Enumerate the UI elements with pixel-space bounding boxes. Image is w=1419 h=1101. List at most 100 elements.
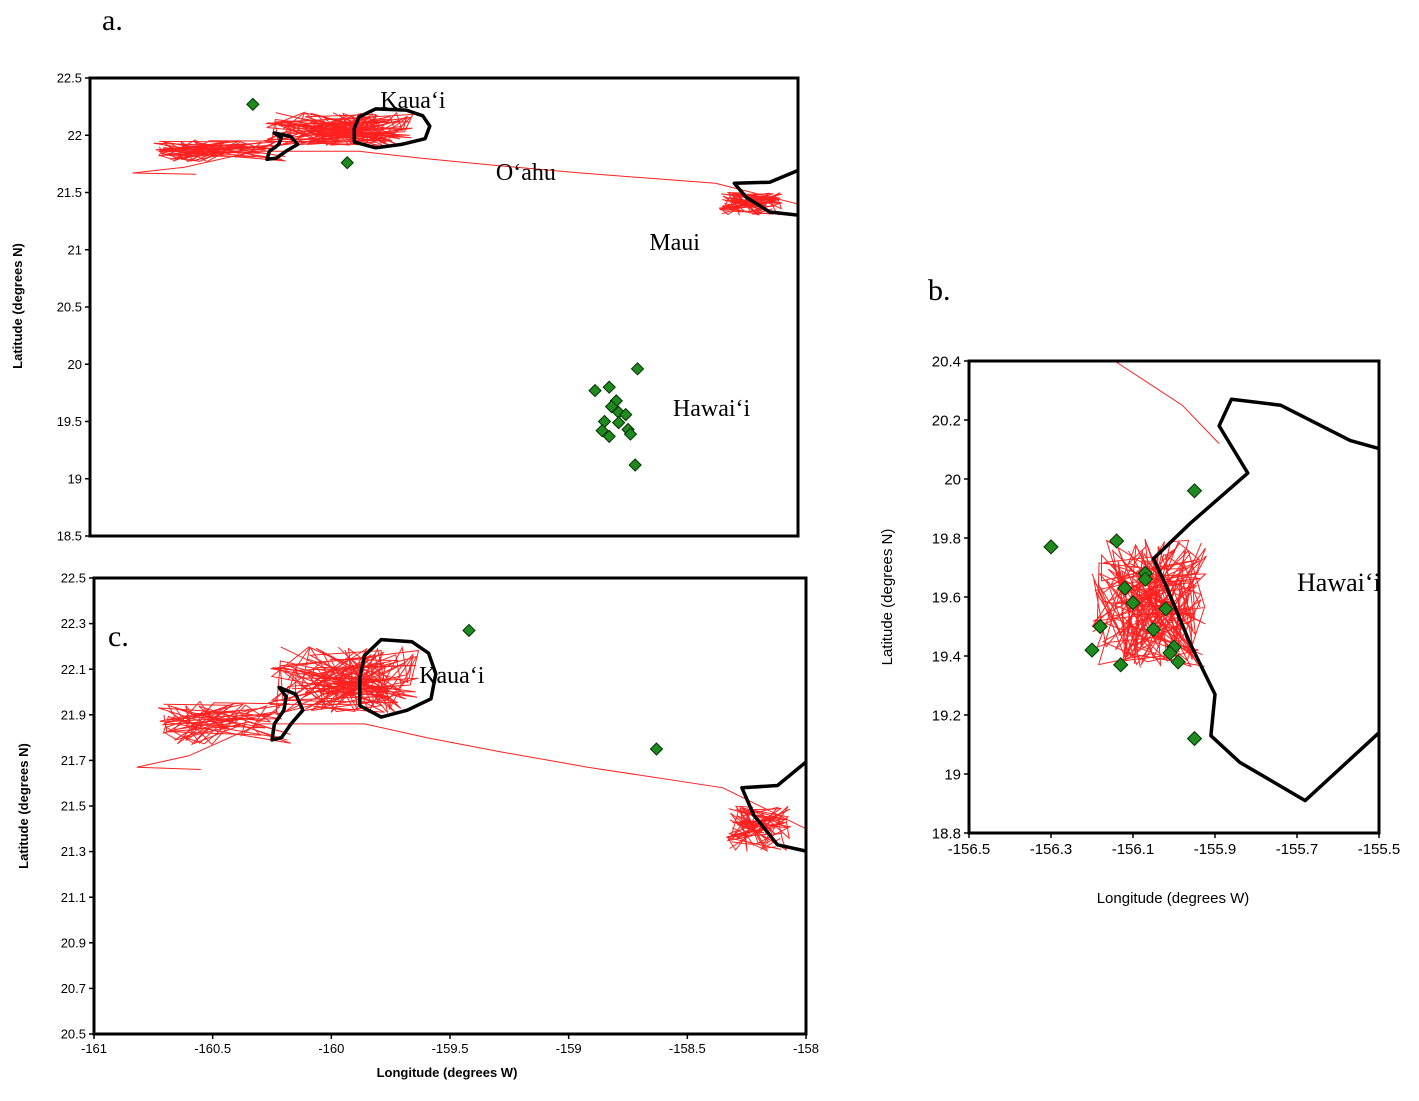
x-tick-label: -158 bbox=[793, 1041, 819, 1056]
y-tick-label: 19.5 bbox=[57, 414, 82, 429]
sighting-marker bbox=[1137, 571, 1154, 588]
panel-b-island-labels: Hawai‘i bbox=[1297, 568, 1381, 597]
panel-a-markers bbox=[246, 97, 645, 472]
x-tick-label: -156.1 bbox=[1112, 841, 1155, 858]
panel-c: c. Latitude (degrees N) Longitude (degre… bbox=[16, 571, 819, 1080]
sighting-marker bbox=[630, 362, 645, 376]
y-tick-label: 22.5 bbox=[61, 571, 86, 586]
y-tick-label: 21.5 bbox=[57, 185, 82, 200]
x-tick-label: -160.5 bbox=[194, 1041, 231, 1056]
island-label: Hawai‘i bbox=[673, 396, 751, 422]
sighting-marker bbox=[628, 458, 642, 472]
panel-c-coastlines bbox=[270, 637, 806, 853]
y-tick-label: 21.7 bbox=[61, 753, 86, 768]
y-tick-label: 20.5 bbox=[57, 300, 82, 315]
y-tick-label: 19 bbox=[944, 766, 961, 783]
coastline-molokai bbox=[961, 225, 1103, 242]
sighting-marker bbox=[602, 380, 616, 394]
sighting-marker bbox=[623, 427, 638, 441]
coastline-kauai bbox=[352, 107, 432, 150]
y-tick-label: 20.9 bbox=[61, 935, 86, 950]
panel-b-frame bbox=[967, 359, 1381, 835]
y-tick-label: 19.6 bbox=[932, 589, 961, 606]
y-tick-label: 22.3 bbox=[61, 616, 86, 631]
sighting-marker bbox=[1186, 483, 1203, 499]
sighting-marker bbox=[1170, 654, 1186, 670]
panel-a-plot-area bbox=[132, 97, 1275, 472]
panel-b-y-axis-label: Latitude (degrees N) bbox=[879, 529, 896, 666]
y-tick-label: 21.1 bbox=[61, 890, 86, 905]
y-tick-label: 19.8 bbox=[932, 530, 961, 547]
sighting-marker bbox=[246, 97, 260, 112]
island-label: Hawai‘i bbox=[1297, 568, 1381, 597]
y-tick-label: 20.5 bbox=[61, 1027, 86, 1042]
panel-a-label: a. bbox=[102, 4, 123, 37]
island-label: Kaua‘i bbox=[419, 663, 485, 689]
panel-b-tracks bbox=[1091, 361, 1220, 668]
panel-c-y-axis-label: Latitude (degrees N) bbox=[16, 743, 31, 869]
panel-a-y-axis-label: Latitude (degrees N) bbox=[10, 243, 25, 369]
x-tick-label: -159.5 bbox=[432, 1041, 469, 1056]
panel-c-markers bbox=[462, 623, 664, 756]
panel-b-y-ticks: 18.8 19 19.2 19.4 19.6 19.8 20 20.2 20.4 bbox=[932, 353, 969, 842]
panel-c-x-axis-label: Longitude (degrees W) bbox=[377, 1065, 518, 1080]
y-tick-label: 18.5 bbox=[57, 529, 82, 544]
sighting-marker bbox=[1125, 595, 1141, 611]
coastline-niihau bbox=[265, 131, 300, 162]
panel-b-x-ticks: -156.5 -156.3 -156.1 -155.9 -155.7 -155.5 bbox=[948, 833, 1400, 858]
coastline-kauai bbox=[358, 637, 438, 719]
y-tick-label: 20 bbox=[68, 357, 82, 372]
coastline-maui_e bbox=[1157, 257, 1275, 298]
panel-c-frame bbox=[92, 576, 808, 1036]
y-tick-label: 18.8 bbox=[932, 825, 961, 842]
y-tick-label: 20 bbox=[944, 471, 961, 488]
panel-c-label: c. bbox=[108, 620, 129, 653]
island-label: Kaua‘i bbox=[380, 88, 446, 114]
panel-c-tracks bbox=[136, 645, 806, 852]
x-tick-label: -156.3 bbox=[1030, 841, 1073, 858]
sighting-marker bbox=[649, 742, 664, 756]
x-tick-label: -160 bbox=[318, 1041, 344, 1056]
panel-a-frame bbox=[88, 76, 800, 538]
y-tick-label: 21.5 bbox=[61, 799, 86, 814]
y-tick-label: 22.1 bbox=[61, 662, 86, 677]
sighting-marker bbox=[1108, 533, 1125, 549]
panel-c-plot-area bbox=[136, 623, 806, 853]
sighting-marker bbox=[1162, 645, 1178, 661]
sighting-marker bbox=[619, 407, 633, 422]
sighting-marker bbox=[1158, 601, 1174, 617]
panel-b-label: b. bbox=[928, 274, 951, 307]
x-tick-label: -155.7 bbox=[1276, 841, 1319, 858]
y-tick-label: 19.2 bbox=[932, 707, 961, 724]
panel-c-island-labels: Kaua‘i bbox=[419, 663, 485, 689]
y-tick-label: 21.9 bbox=[61, 707, 86, 722]
sighting-marker bbox=[462, 623, 476, 638]
sighting-marker bbox=[1186, 730, 1203, 747]
coastline-kahoolawe bbox=[1107, 296, 1142, 306]
panel-b-markers bbox=[1043, 483, 1203, 747]
sighting-marker bbox=[1092, 618, 1108, 635]
y-tick-label: 22 bbox=[68, 128, 82, 143]
panel-b-coastlines bbox=[1151, 397, 1379, 803]
x-tick-label: -159 bbox=[556, 1041, 582, 1056]
panel-a-tracks bbox=[132, 111, 798, 216]
panel-a-island-labels: Kaua‘i O‘ahu Maui Hawai‘i bbox=[380, 88, 750, 422]
sighting-marker bbox=[340, 156, 354, 170]
y-tick-label: 19.4 bbox=[932, 648, 961, 665]
y-tick-label: 20.7 bbox=[61, 981, 86, 996]
coastline-hawaii bbox=[1151, 397, 1379, 803]
y-tick-label: 21.3 bbox=[61, 844, 86, 859]
sighting-marker bbox=[1117, 580, 1133, 596]
x-tick-label: -155.9 bbox=[1194, 841, 1237, 858]
sighting-marker bbox=[1084, 642, 1100, 658]
y-tick-label: 21 bbox=[68, 242, 82, 257]
sighting-marker bbox=[1043, 539, 1059, 555]
island-label: Maui bbox=[649, 230, 700, 256]
sighting-marker bbox=[588, 383, 602, 398]
y-tick-label: 20.4 bbox=[932, 353, 961, 370]
coastline-niihau bbox=[270, 685, 305, 742]
coastline-maui_w bbox=[1107, 246, 1157, 273]
panel-b: b. Latitude (degrees N) Longitude (degre… bbox=[879, 274, 1400, 907]
coastline-lanai bbox=[1020, 259, 1077, 280]
x-tick-label: -158.5 bbox=[669, 1041, 706, 1056]
